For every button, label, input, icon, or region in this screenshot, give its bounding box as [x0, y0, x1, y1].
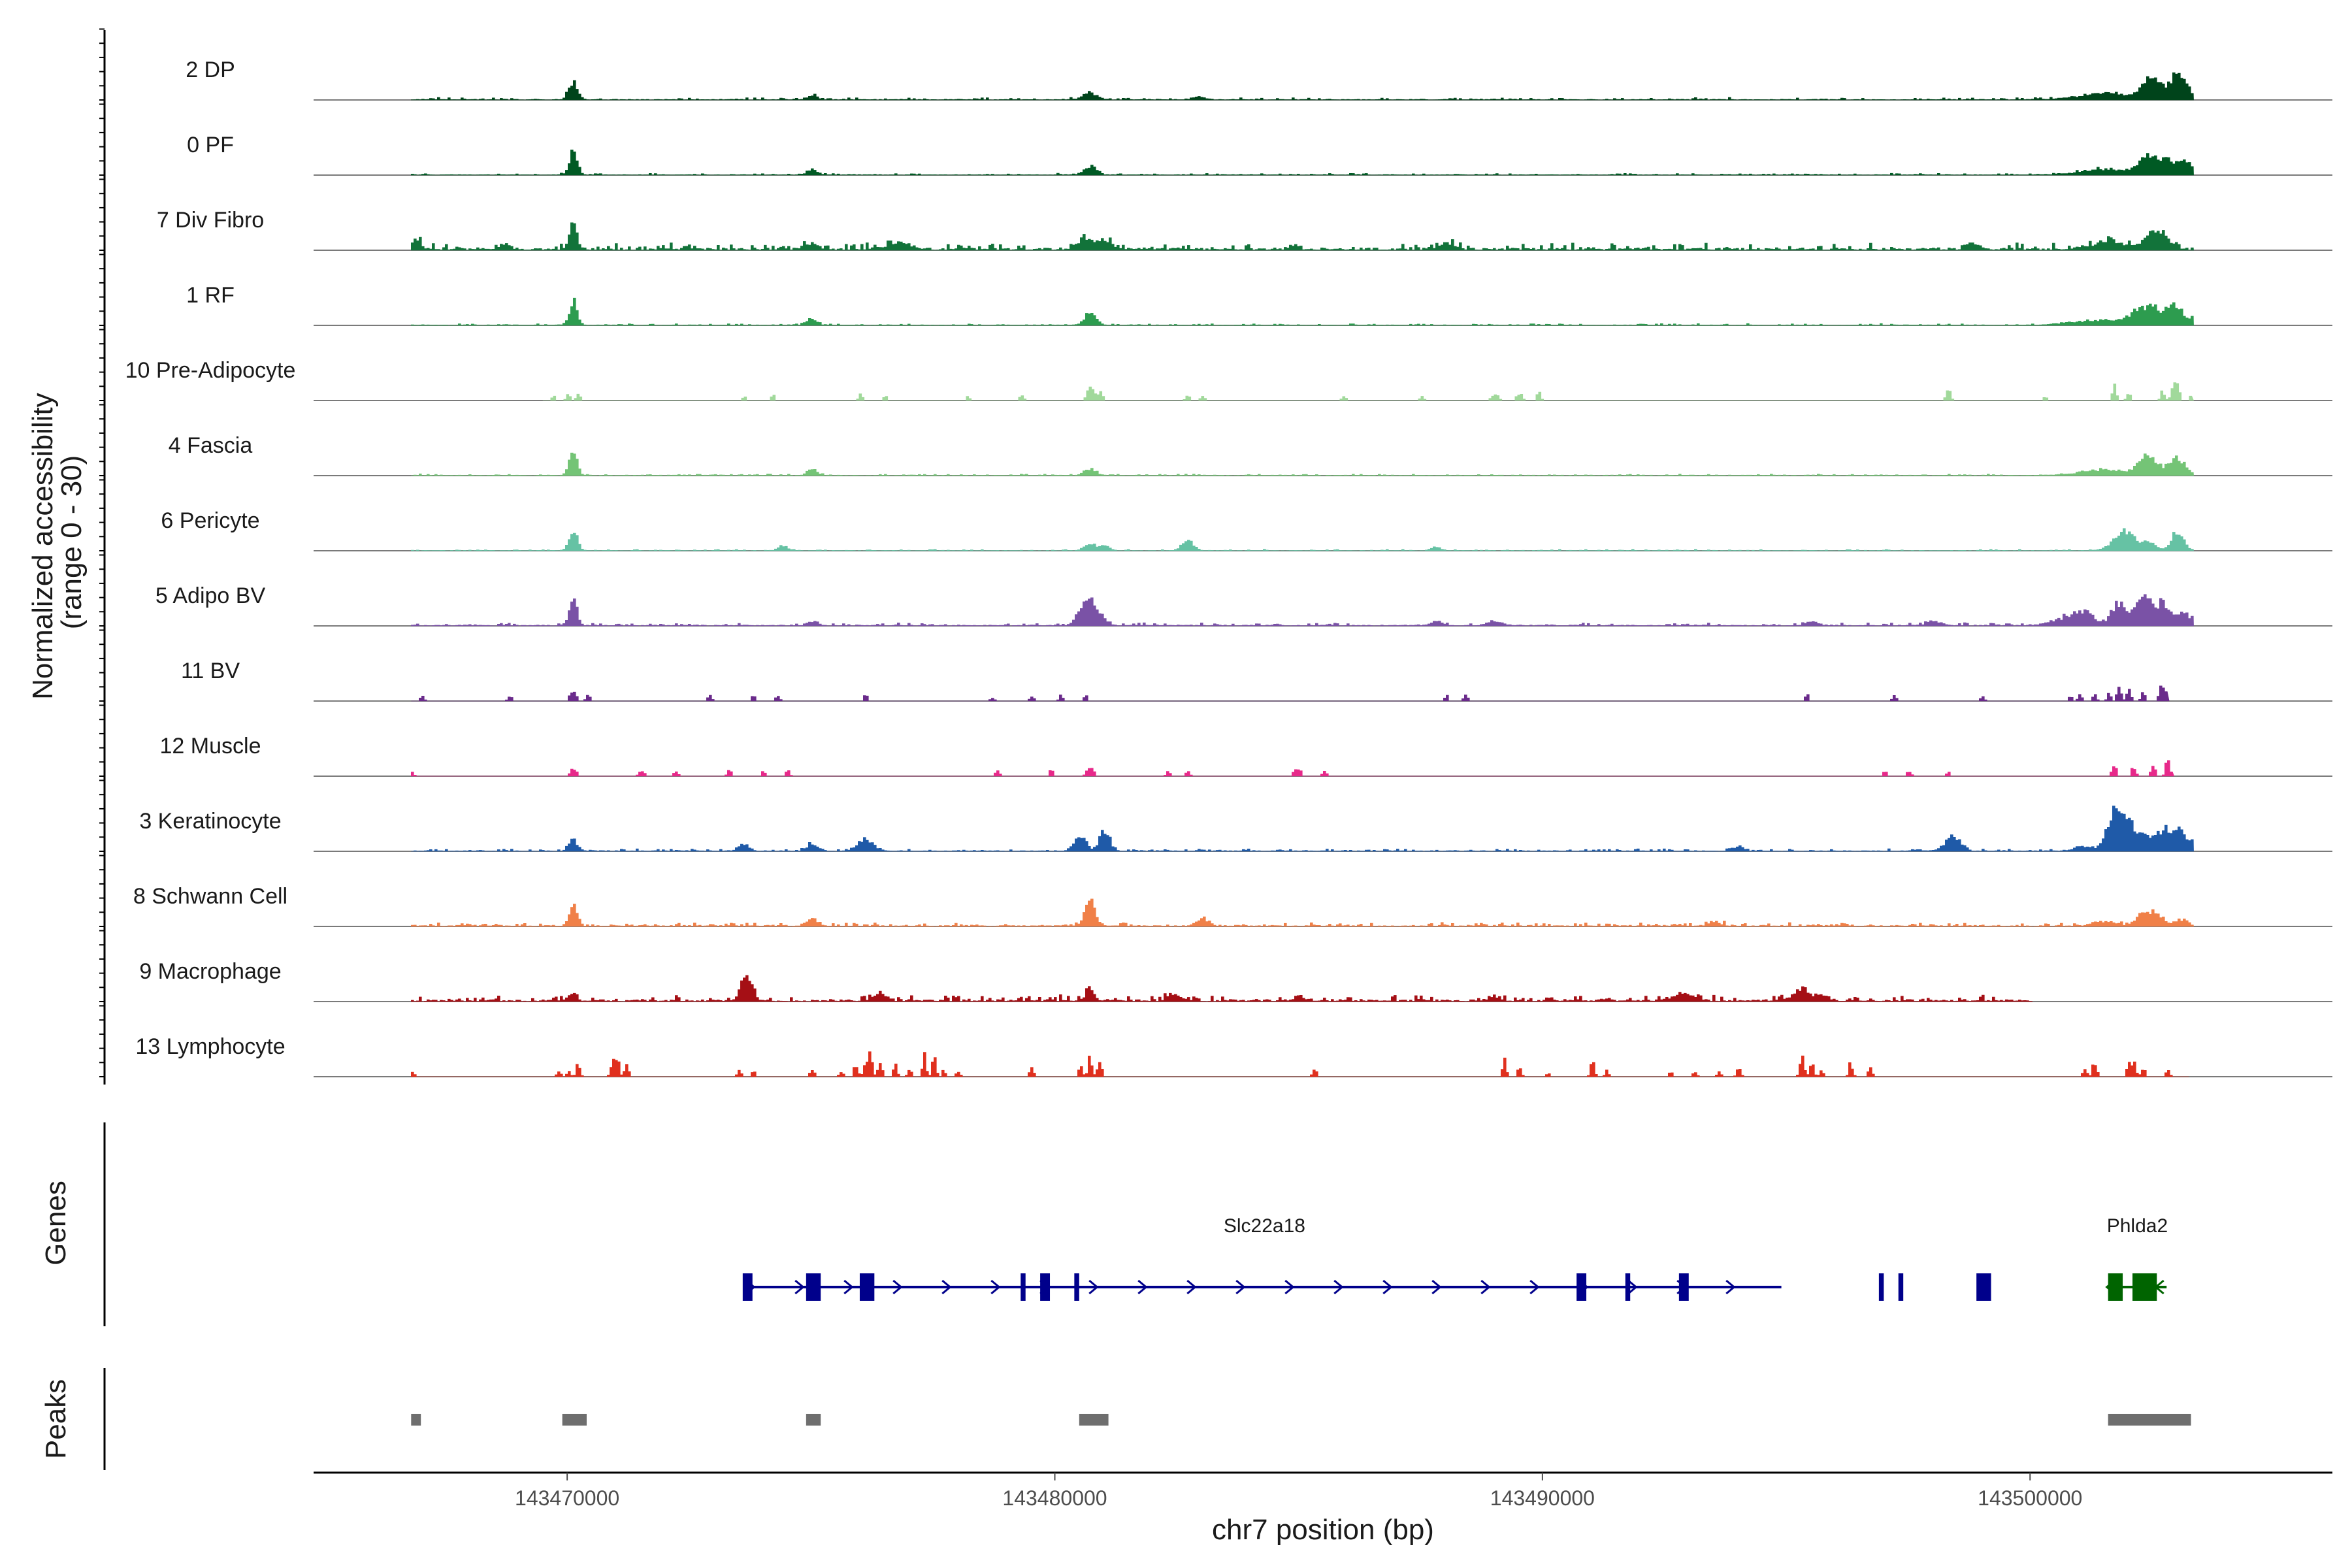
gene-strand-arrow	[1333, 1279, 1344, 1295]
track-label: 1 RF	[186, 283, 235, 308]
genes-track: Slc22a18 Phlda2	[742, 1215, 2168, 1301]
coverage-area	[411, 528, 2194, 551]
x-axis: 143470000 143480000 143490000 143500000	[314, 1471, 2332, 1510]
gene-strand-arrow	[1480, 1279, 1491, 1295]
coverage-area	[411, 452, 2194, 476]
coverage-y-axis	[99, 28, 106, 1085]
track-label: 8 Schwann Cell	[133, 884, 287, 909]
track-label: 9 Macrophage	[139, 959, 281, 984]
track-label: 6 Pericyte	[161, 508, 259, 533]
gene-strand-arrow	[1627, 1279, 1638, 1295]
gene-exon	[1040, 1273, 1051, 1301]
coverage-area	[411, 594, 2194, 627]
coverage-area	[411, 1051, 2189, 1077]
coverage-track: 6 Pericyte	[161, 508, 2332, 551]
gene-strand-arrow	[843, 1279, 854, 1295]
coverage-track: 2 DP	[186, 57, 2332, 101]
coverage-area	[411, 806, 2194, 852]
gene-strand-arrow	[1088, 1279, 1099, 1295]
gene-exon	[1976, 1273, 1991, 1301]
gene-strand-arrow	[1529, 1279, 1540, 1295]
coverage-track: 9 Macrophage	[139, 959, 2332, 1002]
gene-exon	[742, 1273, 753, 1301]
gene-strand-arrow	[990, 1279, 1001, 1295]
coverage-area	[411, 760, 2175, 777]
gene-exon	[1576, 1273, 1587, 1301]
coverage-track: 13 Lymphocyte	[135, 1034, 2332, 1077]
track-label: 13 Lymphocyte	[135, 1034, 285, 1059]
coverage-area	[411, 72, 2194, 101]
x-tick-label: 143500000	[1978, 1486, 2082, 1510]
peaks-panel-label: Peaks	[40, 1379, 72, 1459]
gene-strand-arrow	[892, 1279, 903, 1295]
coverage-area	[411, 975, 2033, 1002]
coverage-track: 5 Adipo BV	[155, 583, 2332, 627]
gene-exon	[806, 1273, 821, 1301]
gene-strand-arrow	[941, 1279, 952, 1295]
gene-exon	[1625, 1273, 1631, 1301]
x-tick-label: 143480000	[1002, 1486, 1107, 1510]
coverage-track: 0 PF	[187, 133, 2332, 176]
coverage-area	[411, 150, 2194, 176]
peak-region	[411, 1414, 421, 1426]
coverage-area	[411, 898, 2194, 927]
x-tick-label: 143490000	[1490, 1486, 1595, 1510]
gene-exon	[1678, 1273, 1689, 1301]
coverage-track: 12 Muscle	[160, 734, 2332, 777]
coverage-track: 4 Fascia	[169, 433, 2332, 476]
coverage-track: 11 BV	[181, 659, 2332, 702]
gene-strand-arrow	[1137, 1279, 1148, 1295]
peak-region	[2108, 1414, 2191, 1426]
x-axis-title: chr7 position (bp)	[1212, 1514, 1434, 1546]
track-label: 0 PF	[187, 133, 234, 157]
coverage-area	[542, 382, 2195, 401]
gene: Slc22a18	[742, 1215, 1991, 1301]
track-label: 7 Div Fibro	[157, 208, 264, 233]
coverage-area	[411, 297, 2194, 326]
gene-strand-arrow	[1284, 1279, 1295, 1295]
gene: Phlda2	[2105, 1215, 2168, 1301]
gene-strand-arrow	[1725, 1279, 1736, 1295]
gene-strand-arrow	[1431, 1279, 1442, 1295]
track-label: 2 DP	[186, 57, 235, 82]
coverage-area	[411, 685, 2170, 702]
track-label: 4 Fascia	[169, 433, 253, 458]
gene-exon	[2132, 1273, 2157, 1301]
gene-strand-arrow	[1382, 1279, 1393, 1295]
track-label: 5 Adipo BV	[155, 583, 266, 608]
coverage-area	[411, 222, 2194, 251]
gene-exon	[1898, 1273, 1904, 1301]
coverage-track: 3 Keratinocyte	[139, 806, 2332, 852]
x-tick-label: 143470000	[515, 1486, 619, 1510]
y-axis-title-line1: Normalized accessibility	[27, 393, 59, 699]
coverage-track: 8 Schwann Cell	[133, 884, 2332, 927]
coverage-tracks: 2 DP 0 PF 7 Div Fibro 1 RF 10 Pre-Adipocyte 4…	[125, 57, 2332, 1077]
gene-exon	[1021, 1273, 1026, 1301]
gene-label: Slc22a18	[1224, 1215, 1305, 1237]
coverage-track: 10 Pre-Adipocyte	[125, 358, 2332, 401]
gene-exon	[2108, 1273, 2123, 1301]
y-axis-title: Normalized accessibility (range 0 - 30)	[27, 385, 88, 700]
peak-region	[1079, 1414, 1109, 1426]
track-label: 3 Keratinocyte	[139, 809, 281, 834]
gene-exon	[859, 1273, 875, 1301]
genes-panel-label: Genes	[40, 1181, 72, 1266]
gene-strand-arrow	[1186, 1279, 1197, 1295]
coverage-track: 7 Div Fibro	[157, 208, 2332, 251]
gene-strand-arrow	[1235, 1279, 1246, 1295]
gene-exon	[1074, 1273, 1079, 1301]
track-label: 10 Pre-Adipocyte	[125, 358, 296, 383]
peak-region	[806, 1414, 821, 1426]
track-label: 12 Muscle	[160, 734, 261, 759]
track-label: 11 BV	[181, 659, 240, 683]
gene-label: Phlda2	[2107, 1215, 2168, 1237]
gene-exon	[1878, 1273, 1884, 1301]
coverage-track: 1 RF	[186, 283, 2332, 326]
y-axis-title-line2: (range 0 - 30)	[56, 455, 88, 630]
peak-region	[562, 1414, 587, 1426]
peaks-track	[411, 1414, 2191, 1426]
gene-strand-arrow	[794, 1279, 805, 1295]
